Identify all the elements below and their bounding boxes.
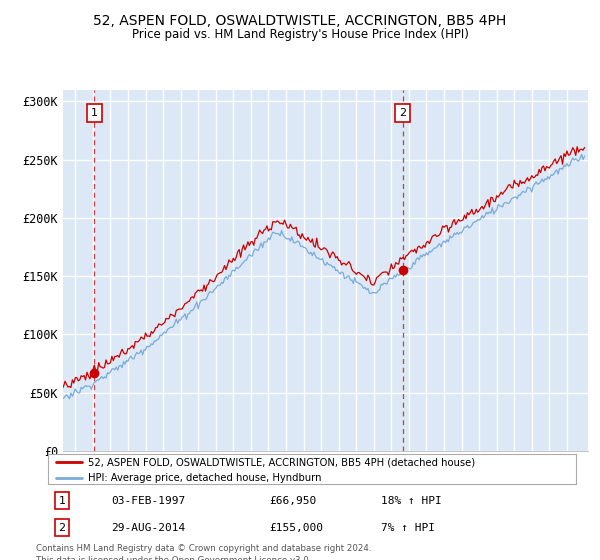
Text: £155,000: £155,000 [270,522,324,533]
Text: 1: 1 [59,496,65,506]
Text: 18% ↑ HPI: 18% ↑ HPI [380,496,442,506]
Text: 52, ASPEN FOLD, OSWALDTWISTLE, ACCRINGTON, BB5 4PH: 52, ASPEN FOLD, OSWALDTWISTLE, ACCRINGTO… [94,14,506,28]
Text: 52, ASPEN FOLD, OSWALDTWISTLE, ACCRINGTON, BB5 4PH (detached house): 52, ASPEN FOLD, OSWALDTWISTLE, ACCRINGTO… [88,457,475,467]
Text: 1: 1 [91,108,98,118]
Text: Price paid vs. HM Land Registry's House Price Index (HPI): Price paid vs. HM Land Registry's House … [131,28,469,41]
Text: 29-AUG-2014: 29-AUG-2014 [112,522,185,533]
Text: This data is licensed under the Open Government Licence v3.0.: This data is licensed under the Open Gov… [36,556,311,560]
Text: HPI: Average price, detached house, Hyndburn: HPI: Average price, detached house, Hynd… [88,473,321,483]
Text: 2: 2 [400,108,406,118]
Text: Contains HM Land Registry data © Crown copyright and database right 2024.: Contains HM Land Registry data © Crown c… [36,544,371,553]
Text: 7% ↑ HPI: 7% ↑ HPI [380,522,434,533]
Text: 2: 2 [59,522,65,533]
Text: 03-FEB-1997: 03-FEB-1997 [112,496,185,506]
Text: £66,950: £66,950 [270,496,317,506]
